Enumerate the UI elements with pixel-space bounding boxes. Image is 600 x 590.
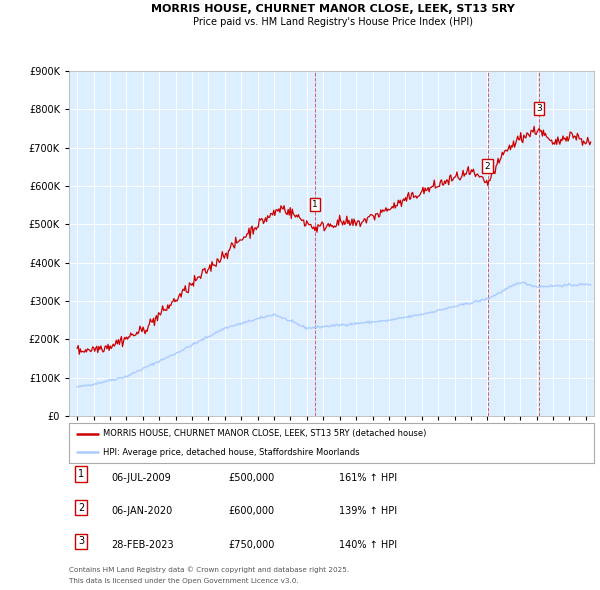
Text: HPI: Average price, detached house, Staffordshire Moorlands: HPI: Average price, detached house, Staf…: [103, 448, 360, 457]
Text: 161% ↑ HPI: 161% ↑ HPI: [339, 473, 397, 483]
Text: 3: 3: [78, 536, 84, 546]
Text: 06-JUL-2009: 06-JUL-2009: [111, 473, 171, 483]
Text: £500,000: £500,000: [228, 473, 274, 483]
Text: 2: 2: [485, 162, 490, 171]
Text: Price paid vs. HM Land Registry's House Price Index (HPI): Price paid vs. HM Land Registry's House …: [193, 17, 473, 27]
Text: This data is licensed under the Open Government Licence v3.0.: This data is licensed under the Open Gov…: [69, 578, 299, 584]
Text: Contains HM Land Registry data © Crown copyright and database right 2025.: Contains HM Land Registry data © Crown c…: [69, 567, 349, 573]
Text: 2: 2: [78, 503, 84, 513]
Text: 06-JAN-2020: 06-JAN-2020: [111, 506, 172, 516]
Text: MORRIS HOUSE, CHURNET MANOR CLOSE, LEEK, ST13 5RY (detached house): MORRIS HOUSE, CHURNET MANOR CLOSE, LEEK,…: [103, 430, 427, 438]
Text: 28-FEB-2023: 28-FEB-2023: [111, 540, 173, 550]
Text: 139% ↑ HPI: 139% ↑ HPI: [339, 506, 397, 516]
Text: 1: 1: [313, 200, 318, 209]
Text: MORRIS HOUSE, CHURNET MANOR CLOSE, LEEK, ST13 5RY: MORRIS HOUSE, CHURNET MANOR CLOSE, LEEK,…: [151, 4, 515, 14]
Text: 140% ↑ HPI: 140% ↑ HPI: [339, 540, 397, 550]
Text: £600,000: £600,000: [228, 506, 274, 516]
Text: 3: 3: [536, 104, 542, 113]
Text: £750,000: £750,000: [228, 540, 274, 550]
Text: 1: 1: [78, 469, 84, 479]
